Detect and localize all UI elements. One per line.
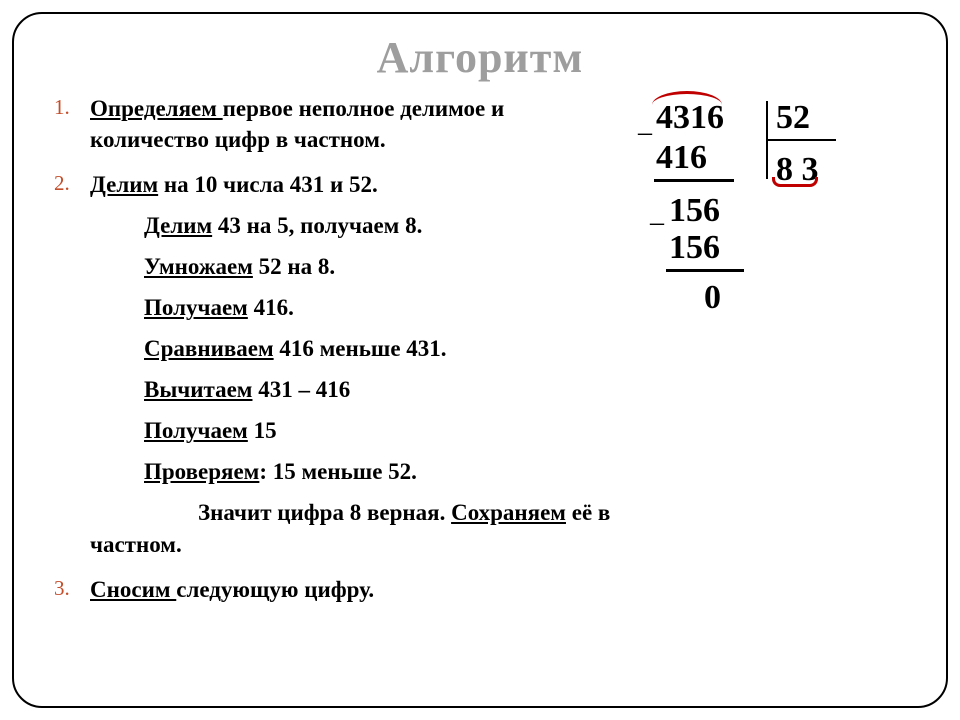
- list-item: 2. Делим на 10 числа 431 и 52. Делим 43 …: [54, 169, 616, 559]
- substep-verb: Умножаем: [144, 254, 253, 279]
- substep-text: 15: [248, 418, 277, 443]
- step-text: следующую цифру.: [176, 577, 374, 602]
- minus-sign: –: [638, 119, 652, 147]
- long-division: – 4316 52 416 8 3 – 156 156 0: [616, 93, 916, 619]
- substep-verb: Делим: [144, 213, 212, 238]
- red-arc-bottom: [772, 177, 818, 187]
- step-verb: Определяем: [90, 96, 223, 121]
- substep-verb: Получаем: [144, 418, 248, 443]
- substep-text: 43 на 5, получаем 8.: [212, 213, 422, 238]
- page-title: Алгоритм: [14, 32, 946, 83]
- remainder-1: 156: [669, 194, 720, 228]
- list-number: 1.: [54, 93, 70, 121]
- step-verb: Делим: [90, 172, 158, 197]
- substep-text: 52 на 8.: [253, 254, 335, 279]
- division-hline: [766, 139, 836, 141]
- list-number: 2.: [54, 169, 70, 197]
- substep-text: 416 меньше 431.: [274, 336, 447, 361]
- substep-verb: Сравниваем: [144, 336, 274, 361]
- step-text: на 10 числа 431 и 52.: [158, 172, 378, 197]
- substep-conclusion: Значит цифра 8 верная. Сохраняем её в ча…: [90, 497, 616, 559]
- result-line-2: [666, 269, 744, 272]
- minus-sign: –: [650, 209, 664, 237]
- algorithm-text: 1. Определяем первое неполное делимое и …: [54, 93, 616, 619]
- divisor: 52: [776, 101, 810, 135]
- substep-text: 416.: [248, 295, 294, 320]
- content-area: 1. Определяем первое неполное делимое и …: [14, 93, 946, 619]
- dividend: 4316: [656, 101, 724, 135]
- substep-verb: Вычитаем: [144, 377, 252, 402]
- list-item: 3. Сносим следующую цифру.: [54, 574, 616, 605]
- substeps: Делим 43 на 5, получаем 8. Умножаем 52 н…: [90, 210, 616, 559]
- subtraction-2: 156: [669, 231, 720, 265]
- substep-text: : 15 меньше 52.: [259, 459, 417, 484]
- substep-verb: Проверяем: [144, 459, 259, 484]
- substep-text: 431 – 416: [252, 377, 350, 402]
- result-line-1: [654, 179, 734, 182]
- list-number: 3.: [54, 574, 70, 602]
- final-zero: 0: [704, 281, 721, 315]
- step-verb: Сносим: [90, 577, 176, 602]
- slide-frame: Алгоритм 1. Определяем первое неполное д…: [12, 12, 948, 708]
- substep-verb: Получаем: [144, 295, 248, 320]
- list-item: 1. Определяем первое неполное делимое и …: [54, 93, 616, 155]
- subtraction-1: 416: [656, 141, 707, 175]
